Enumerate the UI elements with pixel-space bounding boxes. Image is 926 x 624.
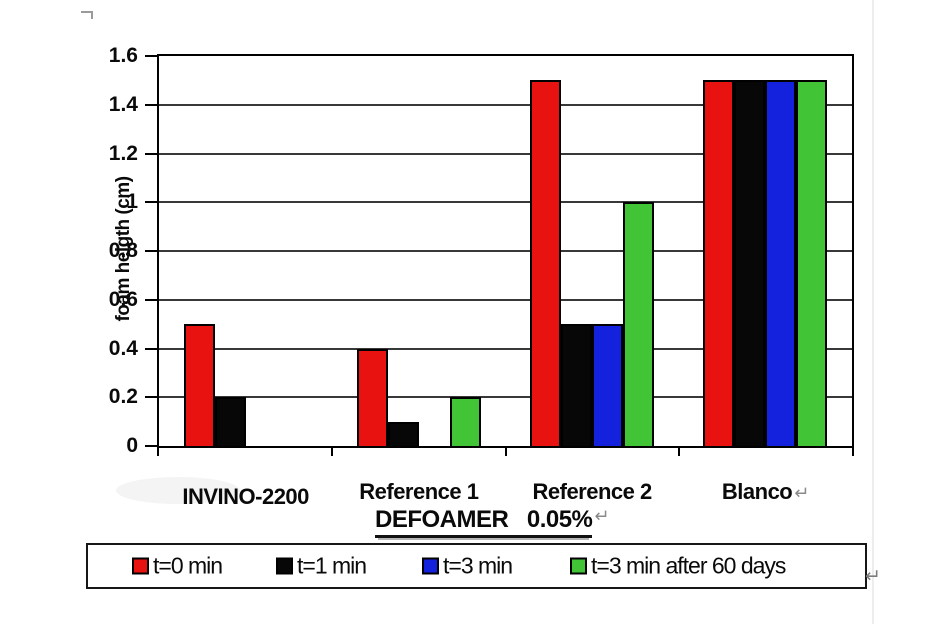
y-tick-label: 1.4 <box>108 92 138 116</box>
legend-swatch-icon <box>570 557 587 575</box>
y-tick-label: 1.6 <box>108 44 138 67</box>
legend-item: t=3 min <box>422 552 513 580</box>
return-mark-icon: ↵ <box>594 506 609 526</box>
legend-label: t=0 min <box>153 552 223 579</box>
y-tick-label: 0 <box>126 434 138 457</box>
y-tick <box>145 396 157 399</box>
legend-return-mark-icon: ↵ <box>865 566 881 587</box>
bar-Blanco-t=1 min <box>734 80 766 446</box>
y-tick <box>145 298 157 301</box>
legend-item: t=1 min <box>276 552 367 580</box>
y-tick-label: 1 <box>126 190 138 214</box>
category-label: Reference 2 <box>532 479 653 504</box>
y-tick-label: 0.2 <box>108 385 138 409</box>
y-tick-label: 0.8 <box>108 239 138 262</box>
x-tick <box>678 448 681 456</box>
y-tick <box>145 152 157 155</box>
bar-Blanco-t=3 min after 60 days <box>796 80 828 446</box>
y-tick <box>145 347 157 350</box>
corner-artifact-mark-icon <box>81 11 93 19</box>
x-tick <box>330 448 333 456</box>
y-tick <box>145 103 157 106</box>
bar-Blanco-t=0 min <box>703 80 735 446</box>
bar-Reference 1-t=1 min <box>387 421 419 446</box>
x-tick <box>504 448 507 456</box>
legend-item: t=0 min <box>132 552 223 580</box>
pasted-image-edge <box>872 0 874 624</box>
y-tick <box>145 250 157 252</box>
erased-label-smudge <box>116 477 240 504</box>
bar-Reference 2-t=3 min <box>592 324 624 446</box>
y-tick <box>145 201 157 204</box>
gridline <box>159 347 852 350</box>
subtitle-text: DEFOAMER 0.05% <box>375 506 593 538</box>
return-mark-icon: ↵ <box>794 483 809 503</box>
bar-Reference 2-t=0 min <box>530 80 562 446</box>
legend-box: t=0 min t=1 min t=3 min t=3 min after 60 da… <box>86 543 867 589</box>
category-label: Reference 1 <box>359 479 479 504</box>
y-axis-title: foam heigth (cm) <box>113 176 134 322</box>
legend-swatch-icon <box>276 557 293 575</box>
category-label: Blanco ↵ <box>721 479 809 504</box>
legend-swatch-icon <box>422 557 439 575</box>
gridline <box>159 103 852 106</box>
bar-INVINO-2200-t=1 min <box>214 397 246 446</box>
plot-area <box>157 54 854 448</box>
x-tick <box>157 448 159 456</box>
y-tick-label: 1.2 <box>108 141 138 165</box>
gridline <box>159 201 852 204</box>
gridline <box>159 396 852 399</box>
legend-label: t=1 min <box>297 552 367 579</box>
legend-label: t=3 min after 60 days <box>591 552 786 579</box>
bar-Reference 1-t=0 min <box>356 348 388 446</box>
bar-Reference 1-t=3 min after 60 days <box>449 397 481 446</box>
gridline <box>159 250 852 252</box>
bar-Blanco-t=3 min <box>765 80 797 446</box>
legend-item: t=3 min after 60 days <box>570 552 786 580</box>
bar-Reference 2-t=1 min <box>561 324 593 446</box>
y-tick-label: 0.4 <box>108 336 138 360</box>
y-tick <box>145 55 157 57</box>
gridline <box>159 152 852 155</box>
x-tick <box>852 448 854 456</box>
gridline <box>159 298 852 301</box>
y-tick <box>145 445 157 447</box>
y-tick-label: 0.6 <box>108 287 138 311</box>
category-label: INVINO-2200 <box>182 484 309 509</box>
bar-Reference 2-t=3 min after 60 days <box>623 202 655 446</box>
bar-INVINO-2200-t=0 min <box>183 324 215 446</box>
chart-subtitle: DEFOAMER 0.05% ↵ <box>375 506 609 538</box>
legend-label: t=3 min <box>443 552 513 579</box>
legend-swatch-icon <box>132 557 149 575</box>
